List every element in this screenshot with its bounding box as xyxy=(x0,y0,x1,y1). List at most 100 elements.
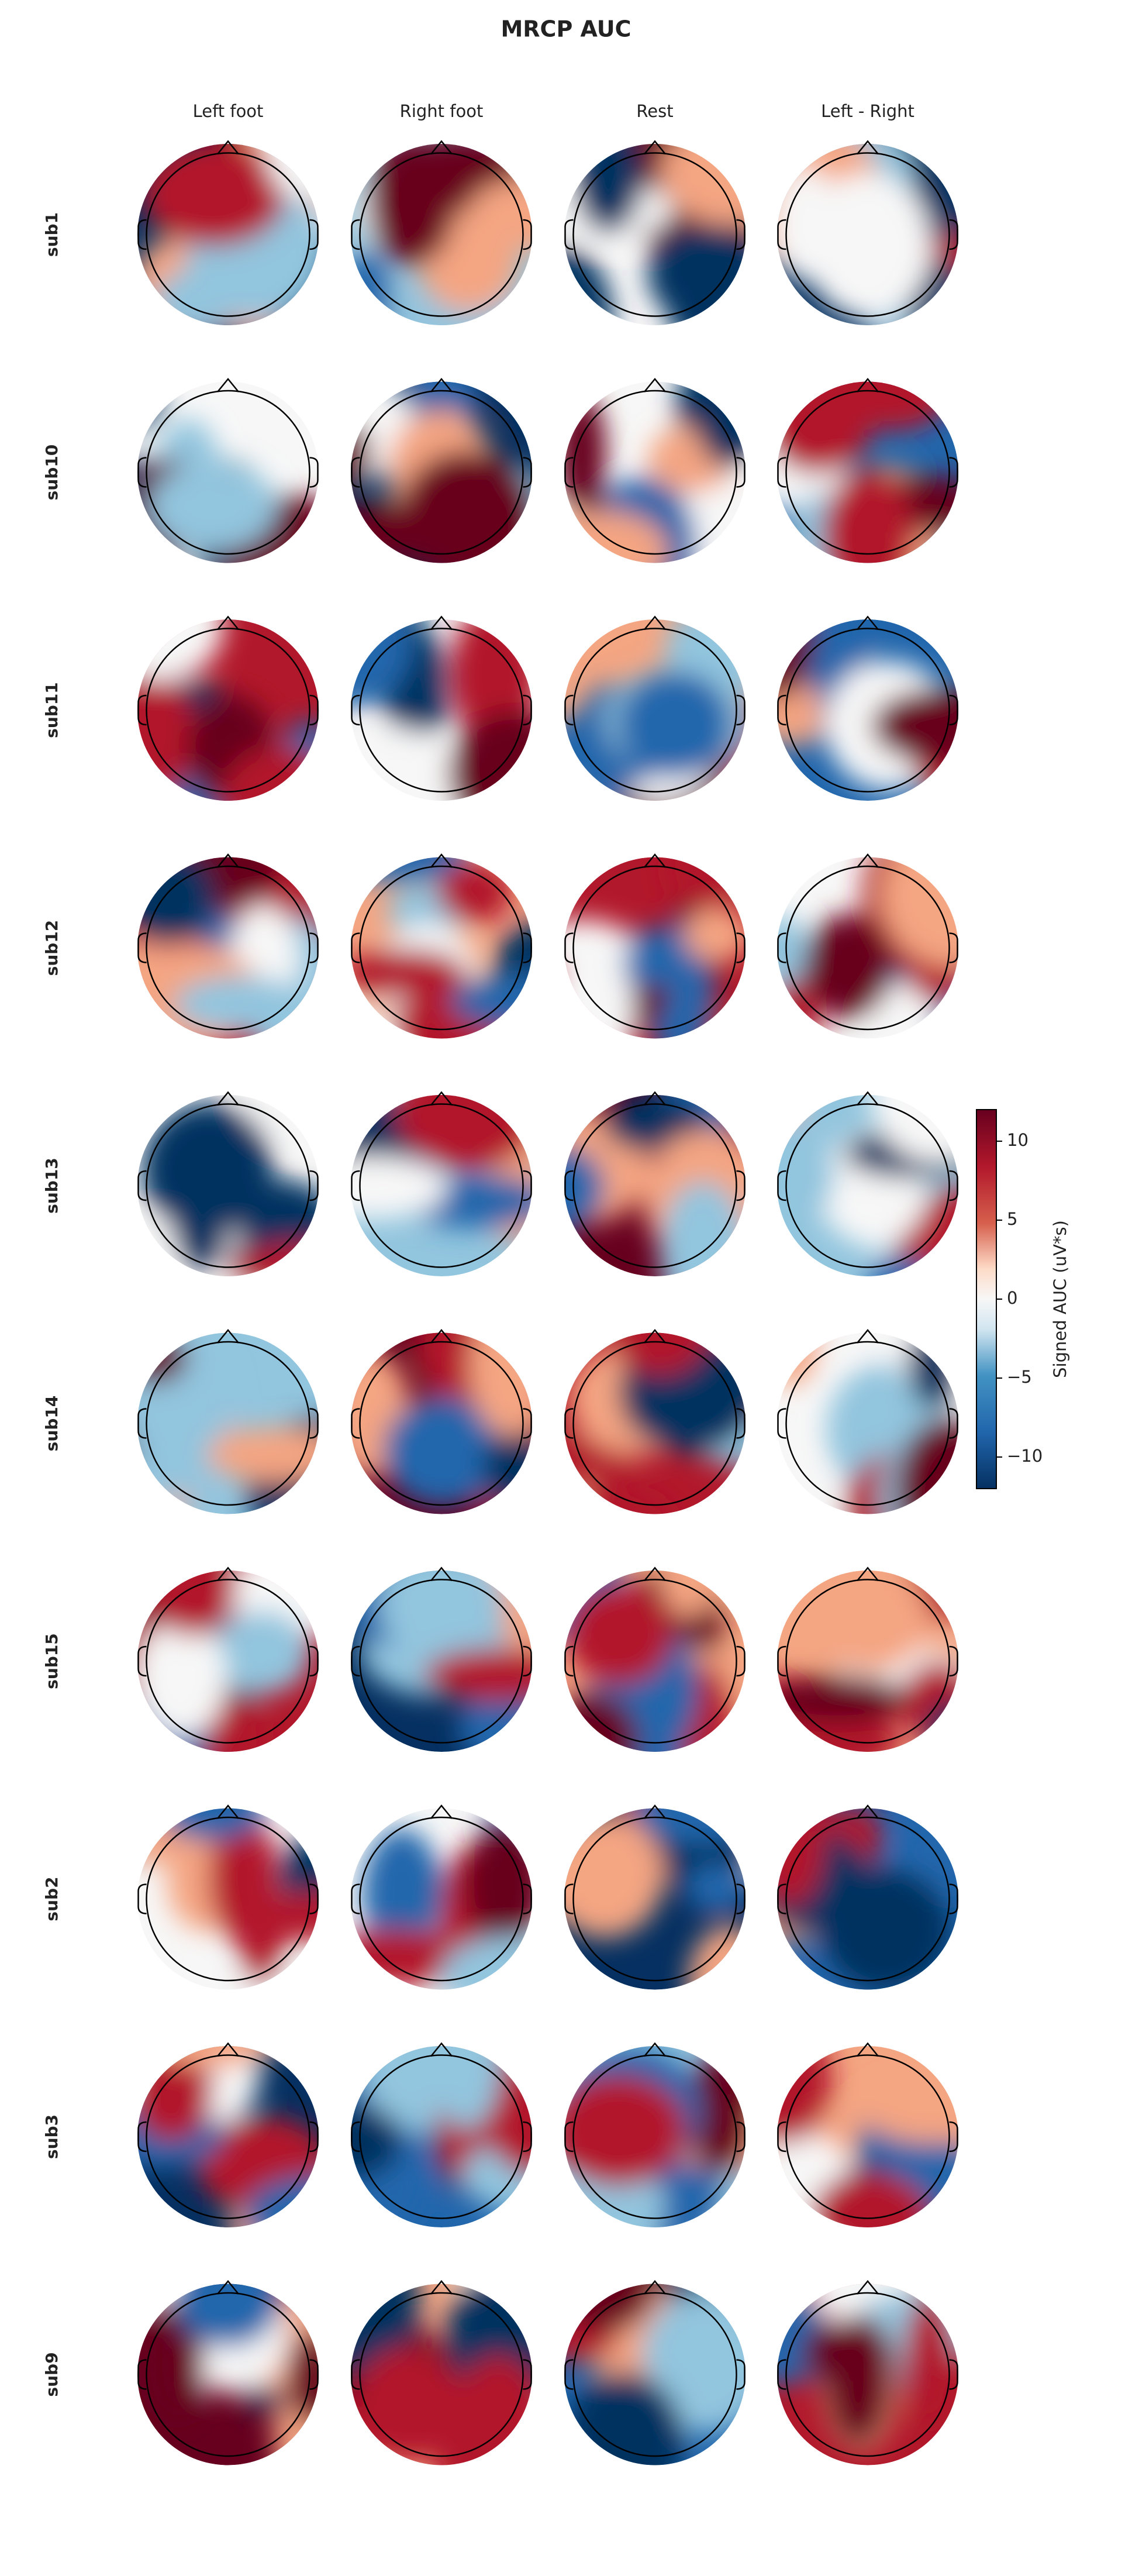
head-outline xyxy=(146,865,310,1031)
topomap xyxy=(351,619,532,801)
topomap-field xyxy=(564,1332,746,1514)
topomap-field xyxy=(351,1571,532,1752)
topomap-blob xyxy=(777,1451,842,1514)
topomap-blob xyxy=(378,1845,443,1914)
ear xyxy=(137,1645,147,1677)
head-outline xyxy=(572,628,737,793)
topomap-blob xyxy=(150,2309,205,2420)
topomap-field xyxy=(564,619,746,801)
topomap-blob xyxy=(574,144,643,233)
topomap xyxy=(564,857,746,1039)
ear xyxy=(777,1170,786,1201)
ear xyxy=(564,1645,574,1677)
topomap xyxy=(564,144,746,325)
topomap-blob xyxy=(448,710,532,801)
head-outline xyxy=(572,1816,737,1982)
row-label: sub11 xyxy=(42,682,61,738)
head-outline xyxy=(359,390,524,555)
topomap-blob xyxy=(777,915,810,986)
topomap-blob xyxy=(469,1332,532,1437)
topomap xyxy=(564,1332,746,1514)
topomap xyxy=(137,144,319,325)
ear xyxy=(137,2121,147,2153)
ear xyxy=(949,457,958,488)
nose xyxy=(217,615,239,631)
topomap-blob xyxy=(141,144,287,247)
ear xyxy=(523,1883,532,1914)
nose xyxy=(644,1566,666,1582)
head-outline xyxy=(572,390,737,555)
topomap-blob xyxy=(398,450,532,563)
ear xyxy=(351,694,360,726)
ear xyxy=(777,932,786,963)
ear xyxy=(736,1883,746,1914)
nose xyxy=(857,1329,879,1344)
topomap-field xyxy=(564,2047,746,2227)
ear xyxy=(351,457,360,488)
topomap-blob xyxy=(221,747,319,801)
topomap-blob xyxy=(564,1814,664,1938)
topomap-blob xyxy=(174,2284,282,2347)
ear xyxy=(351,219,360,250)
ear xyxy=(949,694,958,726)
topomap-blob xyxy=(564,1145,605,1232)
topomap-field xyxy=(137,2046,319,2227)
topomap-blob xyxy=(564,244,613,325)
ear xyxy=(523,2359,532,2390)
ear xyxy=(564,1170,574,1201)
ear xyxy=(523,694,532,726)
topomap-field xyxy=(777,1571,958,1752)
nose xyxy=(644,2280,666,2295)
row-label: sub10 xyxy=(42,445,61,501)
topomap-blob xyxy=(243,2175,319,2227)
ear xyxy=(137,457,147,488)
row-label: sub2 xyxy=(42,1876,61,1921)
ear xyxy=(523,219,532,250)
head-outline xyxy=(146,2292,310,2457)
topomap-field xyxy=(564,1808,746,1990)
ear xyxy=(949,1408,958,1439)
topomap-blob xyxy=(367,144,456,266)
ear xyxy=(137,1170,147,1201)
head-outline xyxy=(146,2054,310,2219)
topomap xyxy=(564,2284,746,2465)
ear xyxy=(523,1645,532,1677)
nose xyxy=(644,1804,666,1819)
topomap-blob xyxy=(147,1571,237,1636)
topomap xyxy=(777,2284,958,2465)
topomap-field xyxy=(777,144,958,325)
row-label: sub12 xyxy=(42,920,61,976)
topomap-field xyxy=(777,619,958,801)
topomap-blob xyxy=(564,1693,639,1752)
ear xyxy=(736,457,746,488)
ear xyxy=(564,2359,574,2390)
topomap xyxy=(351,2284,532,2465)
nose xyxy=(644,378,666,392)
topomap-blob xyxy=(777,381,874,474)
topomap-blob xyxy=(871,687,958,765)
nose xyxy=(857,2042,879,2057)
topomap-field xyxy=(564,2284,746,2465)
head-outline xyxy=(572,152,737,317)
nose xyxy=(430,853,453,868)
topomap-field xyxy=(351,619,532,801)
nose xyxy=(430,1091,453,1106)
topomap-blob xyxy=(907,1332,958,1409)
nose xyxy=(430,2280,453,2295)
topomap-blob xyxy=(777,619,815,700)
head-outline xyxy=(572,2292,737,2457)
row-label: sub1 xyxy=(42,212,61,257)
topomap-blob xyxy=(777,1095,803,1128)
topomap-blob xyxy=(137,857,215,943)
topomap-blob xyxy=(483,1425,532,1513)
nose xyxy=(857,1804,879,1819)
topomap-blob xyxy=(205,1702,266,1752)
head-outline xyxy=(146,152,310,317)
topomap-field xyxy=(351,1332,532,1514)
ear xyxy=(309,219,319,250)
head-outline xyxy=(572,2054,737,2219)
head-outline xyxy=(359,1579,524,1744)
topomap-blob xyxy=(351,1006,398,1039)
topomap-blob xyxy=(137,1618,227,1737)
ear xyxy=(777,2121,786,2153)
